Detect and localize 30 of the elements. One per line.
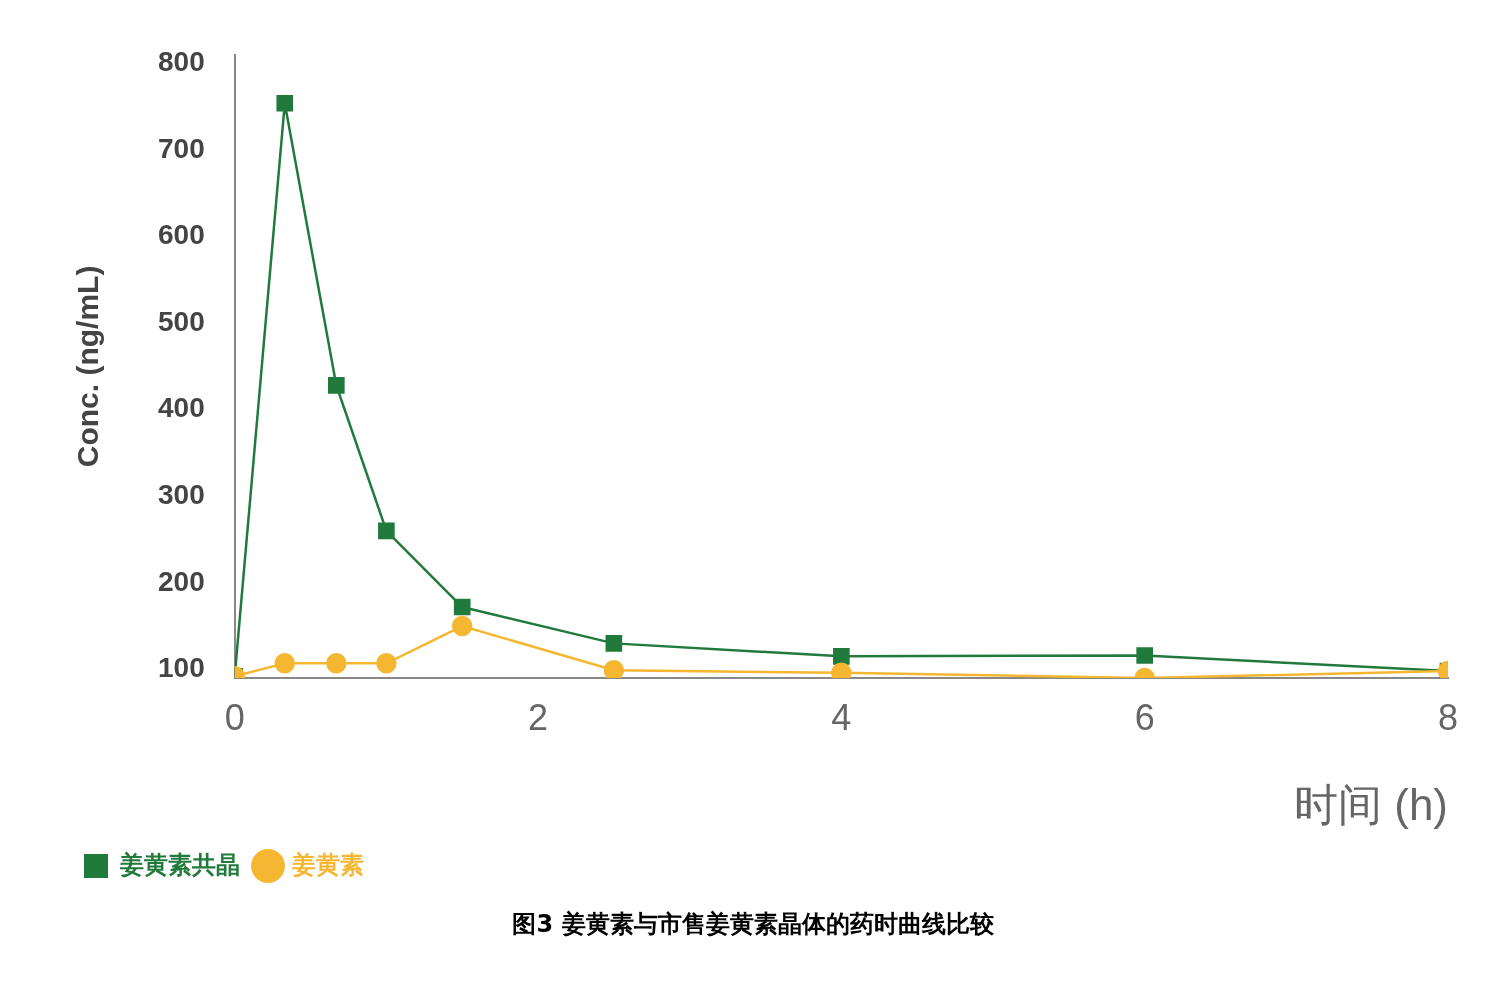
- x-tick-label: 8: [1437, 696, 1459, 738]
- point: [378, 522, 395, 540]
- point: [376, 653, 397, 674]
- point: [276, 94, 294, 112]
- point: [603, 659, 625, 678]
- y-tick-label: 400: [158, 392, 205, 424]
- y-tick-label: 300: [158, 478, 205, 510]
- y-tick-label: 100: [158, 652, 205, 684]
- legend-label: 姜黄素共晶: [119, 850, 240, 878]
- point: [1136, 647, 1153, 664]
- x-tick-label: 4: [831, 696, 852, 738]
- y-tick-label: 200: [158, 565, 205, 597]
- y-tick-label: 800: [158, 46, 205, 78]
- point: [326, 653, 347, 674]
- point: [274, 653, 296, 674]
- legend-label: 姜黄素: [291, 850, 364, 878]
- y-tick-label: 500: [158, 305, 205, 337]
- point: [328, 377, 345, 394]
- point: [833, 648, 850, 665]
- y-tick-label: 600: [158, 219, 205, 251]
- x-tick-label: 2: [528, 696, 549, 738]
- x-tick-label: 6: [1134, 696, 1155, 738]
- x-axis-title: 时间 (h): [1294, 779, 1448, 829]
- point: [453, 598, 471, 616]
- point: [451, 615, 473, 637]
- y-tick-label: 700: [158, 132, 205, 164]
- x-tick-label: 0: [224, 696, 245, 738]
- point: [605, 635, 623, 652]
- y-axis-title: Conc. (ng/mL): [71, 265, 105, 468]
- text: 图3 姜黄素与市售姜黄素晶体的药时曲线比较: [511, 909, 995, 940]
